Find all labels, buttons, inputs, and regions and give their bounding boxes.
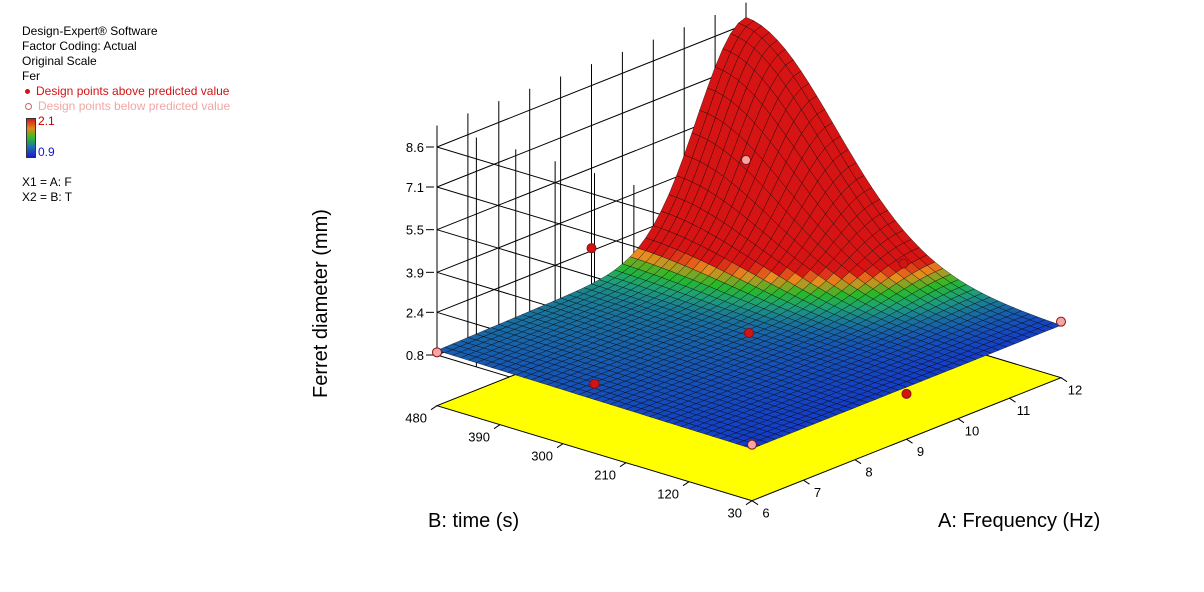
scale-label: Original Scale bbox=[22, 54, 97, 68]
x-tick-label: 6 bbox=[762, 506, 769, 521]
x-axis-title: A: Frequency (Hz) bbox=[938, 510, 1100, 532]
y-tick-label: 210 bbox=[594, 468, 616, 483]
design-point-above bbox=[901, 388, 912, 399]
design-points bbox=[432, 155, 1066, 450]
y-tick-mark bbox=[619, 462, 627, 468]
colorbar-min: 0.9 bbox=[38, 145, 55, 159]
x-tick-label: 8 bbox=[865, 465, 872, 480]
response-surface bbox=[436, 17, 1062, 449]
factor-x1: X1 = A: F bbox=[22, 175, 72, 189]
y-tick-label: 390 bbox=[468, 430, 490, 445]
info-panel: Design-Expert® Software Factor Coding: A… bbox=[22, 24, 230, 114]
y-tick-mark bbox=[682, 481, 690, 487]
design-point-above bbox=[589, 378, 600, 389]
factor-x2: X2 = B: T bbox=[22, 190, 73, 204]
x-tick-mark bbox=[957, 418, 965, 424]
x-tick-mark bbox=[854, 459, 862, 465]
design-point-below bbox=[747, 439, 757, 450]
x-tick-label: 7 bbox=[814, 485, 821, 500]
x-tick-mark bbox=[906, 438, 913, 444]
below-marker-icon bbox=[25, 103, 32, 111]
y-tick-label: 300 bbox=[531, 449, 553, 464]
legend-above: Design points above predicted value bbox=[22, 84, 230, 99]
x-tick-label: 10 bbox=[965, 424, 979, 439]
z-tick-label: 8.6 bbox=[406, 140, 424, 155]
x-tick-mark bbox=[1060, 377, 1068, 383]
above-marker-icon bbox=[25, 89, 30, 95]
x-tick-label: 12 bbox=[1068, 383, 1082, 398]
y-axis-title: B: time (s) bbox=[428, 510, 519, 532]
legend-below-label: Design points below predicted value bbox=[38, 99, 231, 113]
y-tick-label: 120 bbox=[657, 487, 679, 502]
response-name: Fer bbox=[22, 69, 40, 83]
design-point-above bbox=[744, 328, 754, 338]
legend-below: Design points below predicted value bbox=[22, 99, 230, 114]
z-tick-label: 7.1 bbox=[406, 180, 424, 195]
design-point-above bbox=[586, 243, 597, 254]
x-tick-label: 11 bbox=[1017, 403, 1031, 418]
y-tick-label: 480 bbox=[405, 411, 427, 426]
factor-codes: X1 = A: F X2 = B: T bbox=[22, 175, 72, 205]
design-point-below bbox=[1056, 316, 1066, 327]
z-tick-label: 5.5 bbox=[406, 223, 424, 238]
color-scale-bar bbox=[26, 118, 36, 158]
software-name: Design-Expert® Software bbox=[22, 24, 158, 38]
y-tick-mark bbox=[430, 405, 438, 411]
design-point-below bbox=[432, 347, 442, 358]
x-tick-mark bbox=[803, 479, 810, 485]
x-tick-mark bbox=[751, 500, 759, 506]
tick-labels: 0.8 2.4 3.9 5.5 7.1 8.6 6 7 8 9 10 11 12 30 120 210 300 3… bbox=[405, 140, 1082, 521]
z-tick-label: 2.4 bbox=[406, 305, 424, 320]
y-tick-mark bbox=[493, 424, 501, 430]
y-tick-mark bbox=[556, 443, 564, 449]
colorbar-max: 2.1 bbox=[38, 114, 55, 128]
z-axis-title: Ferret diameter (mm) bbox=[310, 209, 332, 398]
factor-coding: Factor Coding: Actual bbox=[22, 39, 137, 53]
z-tick-label: 0.8 bbox=[406, 348, 424, 363]
y-tick-label: 30 bbox=[728, 506, 742, 521]
legend-above-label: Design points above predicted value bbox=[36, 84, 230, 98]
y-tick-mark bbox=[745, 500, 753, 506]
x-tick-label: 9 bbox=[917, 444, 924, 459]
design-point-below bbox=[741, 155, 751, 165]
z-tick-label: 3.9 bbox=[406, 265, 424, 280]
x-tick-mark bbox=[1009, 397, 1016, 403]
design-point-above bbox=[898, 258, 909, 269]
